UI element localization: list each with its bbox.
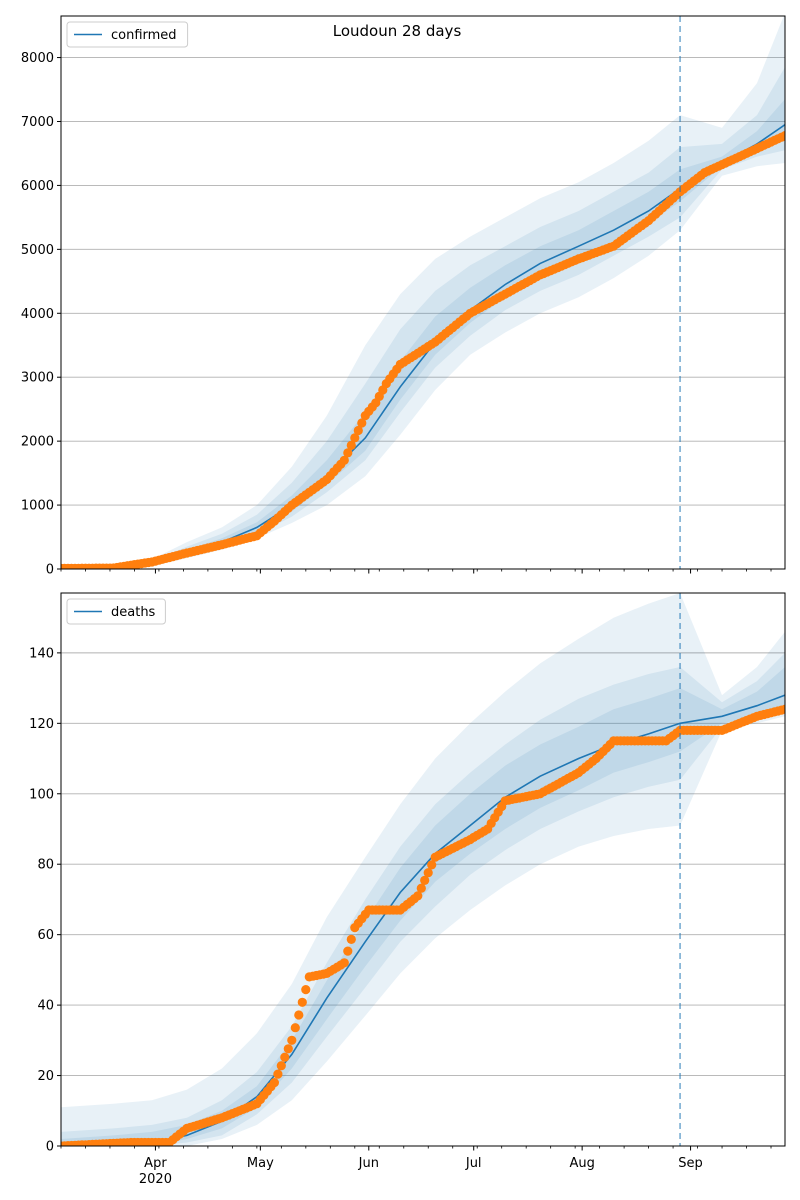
y-tick-label: 4000 (21, 307, 54, 322)
observed-point (343, 946, 353, 956)
observed-point (297, 997, 307, 1007)
y-tick-label: 6000 (21, 179, 54, 194)
observed-point (413, 891, 423, 901)
observed-point (283, 1044, 293, 1054)
x-tick-label: May (247, 1156, 274, 1171)
observed-point (280, 1052, 290, 1062)
deaths-panel: 0 20 40 60 80 100 120 140 Apr May Jun Jul Aug Sep 2020… (29, 592, 786, 1187)
y-tick-label: 140 (29, 646, 54, 661)
axes-frame (60, 592, 786, 1147)
legend-label: deaths (111, 605, 156, 620)
uncertainty-band (61, 99, 785, 569)
y-tick-label: 7000 (21, 115, 54, 130)
y-tick-label: 100 (29, 787, 54, 802)
confirmed-panel: 0 1000 2000 3000 4000 5000 6000 7000 8000 confirm… (21, 15, 786, 578)
observed-point (269, 1078, 279, 1088)
observed-point (343, 448, 353, 458)
uncertainty-band (61, 593, 785, 1146)
y-tick-label: 1000 (21, 499, 54, 514)
observed-point (420, 875, 430, 886)
y-tick-label: 0 (46, 563, 54, 578)
observed-point (357, 418, 367, 428)
y-tick-label: 2000 (21, 435, 54, 450)
y-tick-label: 20 (37, 1069, 54, 1084)
x-tick-label: Jun (358, 1156, 379, 1171)
uncertainty-band (61, 67, 785, 569)
figure-title: Loudoun 28 days (333, 22, 462, 40)
x-year-label: 2020 (139, 1172, 172, 1187)
uncertainty-band (61, 667, 785, 1146)
x-tick-label: Sep (678, 1156, 703, 1171)
legend-label: confirmed (111, 28, 177, 43)
y-tick-label: 80 (37, 858, 54, 873)
y-tick-label: 0 (46, 1140, 54, 1155)
observed-point (294, 1010, 304, 1020)
observed-point (346, 440, 356, 450)
legend: confirmed (66, 21, 189, 48)
y-tick-label: 120 (29, 717, 54, 732)
observed-point (780, 131, 785, 141)
uncertainty-band (61, 16, 785, 569)
observed-point (301, 985, 311, 995)
observed-point (423, 868, 433, 878)
y-tick-label: 8000 (21, 51, 54, 66)
observed-point (339, 455, 349, 465)
observed-point (273, 1069, 283, 1079)
observed-point (780, 704, 785, 714)
legend-box (66, 598, 166, 625)
uncertainty-band (61, 652, 785, 1146)
observed-point (276, 1061, 286, 1071)
x-tick-label: Apr (144, 1156, 167, 1171)
observed-point (346, 934, 356, 945)
y-tick-label: 3000 (21, 371, 54, 386)
axes-frame (60, 15, 786, 570)
legend: deaths (66, 598, 166, 625)
observed-point (290, 1023, 300, 1033)
y-tick-label: 5000 (21, 243, 54, 258)
x-tick-label: Jul (465, 1156, 482, 1171)
observed-point (339, 958, 349, 968)
observed-point (287, 1035, 297, 1045)
observed-point (416, 883, 426, 893)
observed-point (427, 860, 437, 870)
y-tick-label: 60 (37, 928, 54, 943)
x-tick-label: Aug (569, 1156, 594, 1171)
y-tick-label: 40 (37, 999, 54, 1014)
observed-point (350, 433, 360, 443)
observed-point (353, 425, 363, 436)
legend-box (66, 21, 189, 48)
